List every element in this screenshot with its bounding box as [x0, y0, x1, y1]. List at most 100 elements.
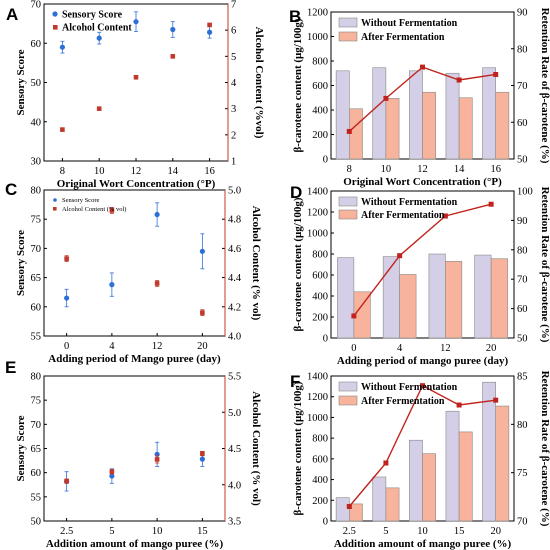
- panel-e-y2tick-label: 5.5: [228, 372, 241, 383]
- panel-d-xtick-label: 20: [486, 343, 497, 354]
- panel-c-point-sensory: [64, 295, 70, 301]
- panel-a-legend-marker: [53, 25, 58, 30]
- panel-f-bar-without: [372, 476, 387, 522]
- panel-c-ytick-label: 60: [31, 302, 42, 313]
- panel-f-bar-without: [482, 381, 496, 522]
- panel-d-ytick-label: 0: [323, 334, 328, 345]
- panel-f-ytick-label: 600: [312, 454, 328, 465]
- panel-b-y2label: Retention Rate of β-carotene (%): [539, 8, 550, 164]
- panel-f-y2label: Retention Rate of β-carotene (%): [539, 371, 550, 527]
- panel-f-bar-after: [458, 431, 473, 522]
- panel-d-y2tick-label: 60: [517, 304, 528, 315]
- panel-f-retention-point: [420, 383, 425, 389]
- panel-a-y2tick-label: 6: [231, 26, 236, 37]
- panel-d-plot-frame: [330, 190, 515, 339]
- panel-d-y2tick-label: 50: [517, 334, 528, 345]
- panel-d-bar-without: [474, 254, 492, 339]
- panel-f-retention-point: [346, 504, 352, 509]
- panel-b-y2tick-label: 60: [517, 118, 528, 129]
- panel-b-y2tick-label: 90: [517, 8, 528, 19]
- panel-b-ylabel: β-carotene content (μg/100g): [292, 18, 304, 152]
- panel-c-point-alcohol: [109, 208, 115, 213]
- panel-c-ylabel: Sensory Score: [15, 230, 27, 296]
- panel-b-xtick-label: 10: [381, 164, 392, 175]
- panel-f-xtick-label: 10: [417, 526, 428, 537]
- panel-c-ytick-label: 80: [31, 186, 42, 197]
- panel-e-xtick-label: 10: [152, 526, 163, 537]
- panel-a-point-alcohol: [170, 54, 176, 59]
- panel-d-letter: D: [290, 183, 302, 202]
- panel-b-bar-without: [409, 70, 423, 160]
- panel-c-y2tick-label: 4.6: [228, 244, 241, 255]
- panel-a-xtick-label: 10: [94, 166, 105, 177]
- panel-c-point-sensory: [154, 211, 160, 218]
- panel-c-y2tick-label: 4.2: [228, 302, 241, 313]
- panel-d-retention-point: [351, 313, 357, 319]
- panel-d-ytick-label: 800: [312, 250, 328, 261]
- panel-b-xlabel: Original Wort Concentration (°P): [343, 176, 502, 188]
- panel-a-point-sensory: [207, 29, 213, 35]
- panel-f-xtick-label: 20: [490, 526, 501, 537]
- panel-f-retention-point: [493, 397, 499, 403]
- panel-e-xlabel: Addition amount of mango puree (%): [46, 538, 224, 550]
- panel-b-y2tick-label: 50: [517, 155, 528, 166]
- panel-f-y2tick-label: 80: [517, 420, 528, 431]
- panel-d-y2tick-label: 100: [517, 187, 533, 198]
- panel-b-retention-point: [383, 95, 389, 101]
- panel-b-xtick-label: 8: [347, 164, 352, 175]
- panel-d-bar-after: [399, 274, 417, 339]
- panel-b-xtick-label: 14: [454, 164, 465, 175]
- panel-f-legend-label: Without Fermentation: [361, 382, 458, 393]
- panel-b-ytick-label: 400: [312, 106, 328, 117]
- panel-b-ytick-label: 600: [312, 81, 328, 92]
- panel-e-y2tick-label: 4.5: [228, 444, 241, 455]
- panel-f-bar-after: [348, 503, 363, 522]
- panel-d-y2tick-label: 70: [517, 275, 528, 286]
- panel-b-bar-without: [482, 67, 496, 160]
- panel-a-xtick-label: 8: [60, 166, 65, 177]
- panel-f-y2tick-label: 70: [517, 517, 528, 528]
- panel-d-retention-point: [488, 201, 494, 207]
- panel-d-retention-point: [397, 253, 403, 259]
- panel-b-ytick-label: 800: [312, 57, 328, 68]
- panel-d-legend-swatch: [338, 209, 358, 220]
- panel-a-ylabel: Sensory Score: [15, 49, 27, 115]
- panel-a-point-alcohol: [60, 127, 65, 132]
- panel-d-bar-without: [428, 253, 446, 339]
- panel-b-ytick-label: 1000: [307, 32, 328, 43]
- panel-f-y2tick-label: 75: [517, 468, 528, 479]
- panel-c-legend-label: Alcohol Content (% vol): [62, 206, 126, 213]
- panel-d-ytick-label: 1000: [307, 229, 328, 240]
- panel-a-legend-label: Sensory Score: [62, 10, 123, 21]
- panel-a-y2tick-label: 5: [231, 52, 236, 63]
- panel-e-ytick-label: 65: [31, 444, 42, 455]
- panel-d-bar-after: [445, 261, 463, 339]
- panel-f-letter: F: [290, 372, 300, 391]
- panel-f-y2tick-label: 85: [517, 372, 528, 383]
- panel-e-ytick-label: 50: [31, 517, 42, 528]
- panel-d-retention-line: [353, 203, 492, 317]
- panel-e-point-alcohol: [200, 451, 205, 456]
- panel-a-y2tick-label: 4: [231, 78, 237, 89]
- panel-c-point-alcohol: [200, 310, 205, 315]
- panel-b-bar-after: [385, 98, 400, 160]
- panel-d-bar-without: [337, 257, 355, 339]
- panel-e-ytick-label: 75: [31, 396, 42, 407]
- panel-c-ytick-label: 75: [31, 215, 42, 226]
- panel-c-point-alcohol: [154, 281, 160, 286]
- panel-a-xtick-label: 16: [204, 166, 215, 177]
- panel-a-point-sensory: [133, 19, 139, 25]
- panel-e-xtick-label: 15: [197, 526, 208, 537]
- panel-d-legend-label: Without Fermentation: [361, 197, 458, 208]
- panel-a-point-alcohol: [96, 106, 102, 111]
- panel-b-xtick-label: 16: [490, 164, 501, 175]
- panel-b-bar-without: [445, 72, 460, 160]
- panel-f-bar-after: [385, 487, 400, 522]
- panel-c-legend-marker: [53, 207, 57, 211]
- panel-f-xtick-label: 15: [454, 526, 465, 537]
- panel-a-legend-label: Alcohol Content: [62, 23, 132, 34]
- panel-a-point-sensory: [96, 35, 102, 41]
- panel-b-legend-label: Without Fermentation: [361, 18, 458, 29]
- panel-b-y2tick-label: 80: [517, 44, 528, 55]
- panel-a-legend-marker: [52, 11, 58, 17]
